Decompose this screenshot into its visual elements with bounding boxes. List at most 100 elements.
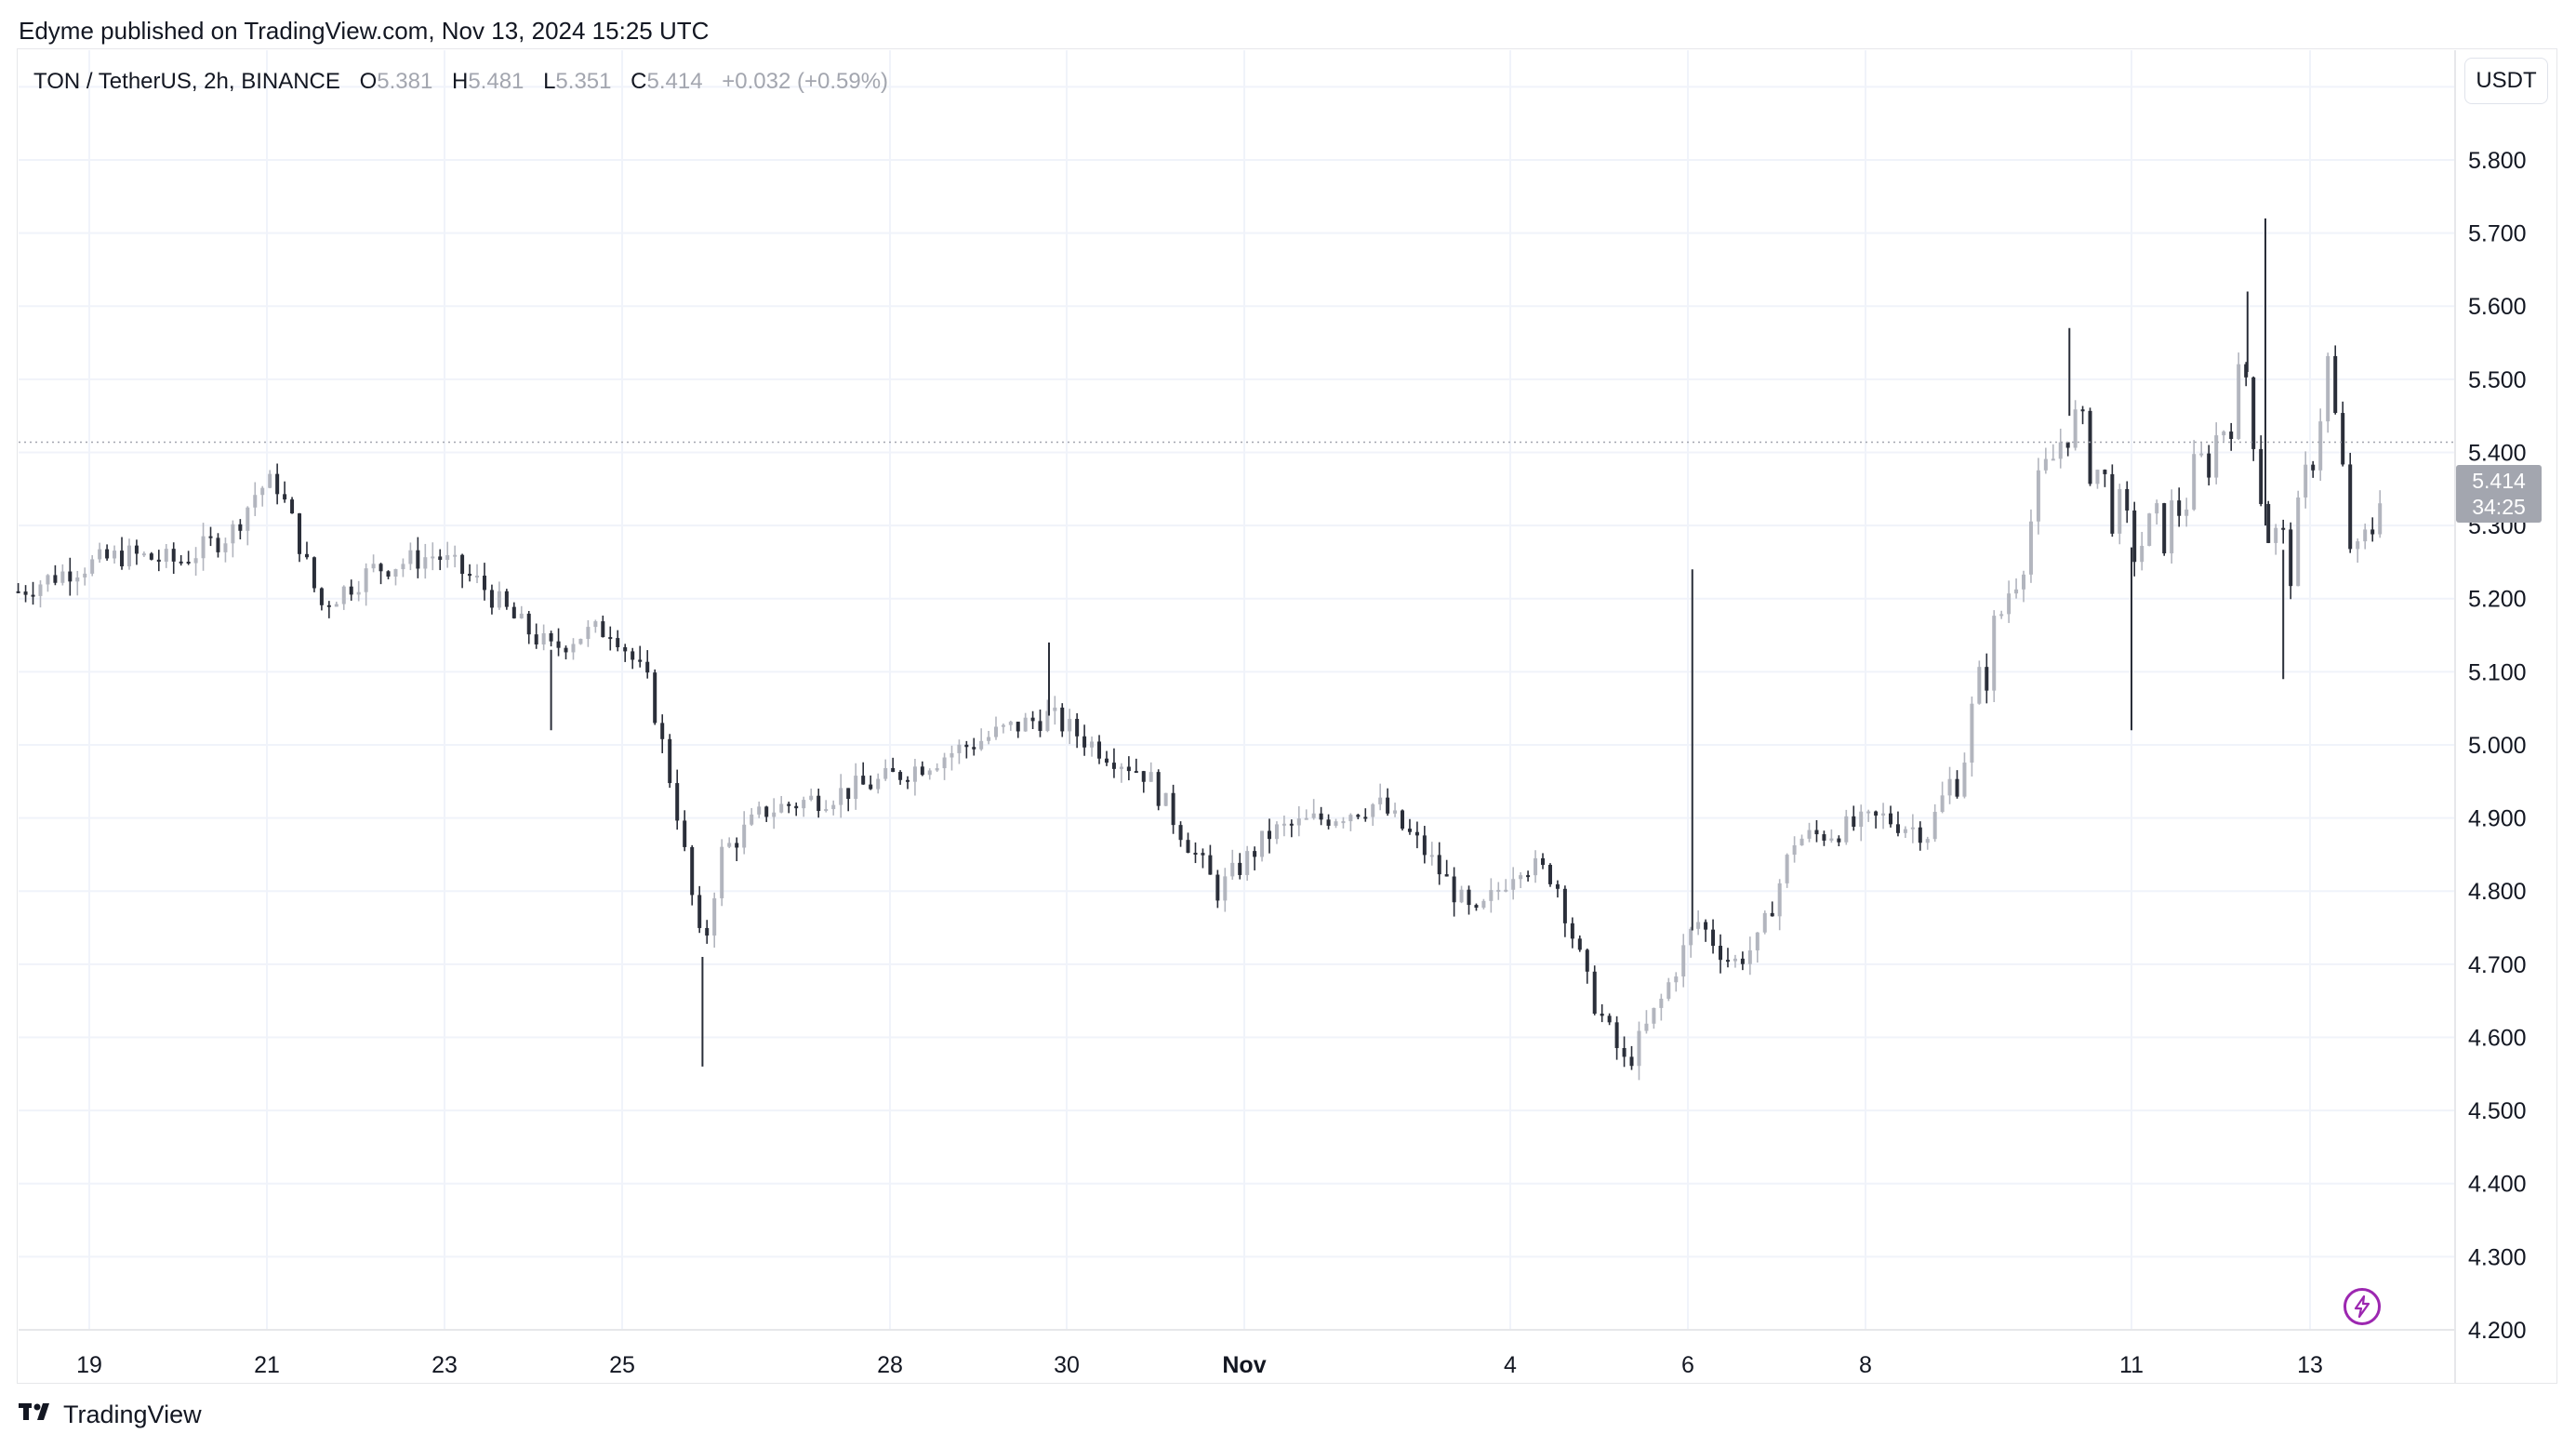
candle-body xyxy=(1319,813,1323,820)
candle-body xyxy=(1141,771,1146,782)
candle-body xyxy=(891,767,896,773)
candle-body xyxy=(1725,960,1730,962)
candle-body xyxy=(1386,797,1390,814)
close-value: 5.414 xyxy=(646,69,703,94)
candle-body xyxy=(504,591,509,607)
candle-body xyxy=(1511,879,1516,890)
candle-body xyxy=(2155,503,2159,514)
candle-body xyxy=(453,554,458,557)
candle-body xyxy=(1201,853,1205,856)
candle-body xyxy=(861,776,866,785)
tradingview-brand[interactable]: TradingView xyxy=(19,1401,202,1429)
candle-body xyxy=(416,550,420,569)
candle-body xyxy=(2147,513,2152,546)
candle-body xyxy=(705,927,710,936)
candle-body xyxy=(2199,453,2204,456)
candle-body xyxy=(1356,815,1361,817)
candle-body xyxy=(1126,766,1131,772)
candle-body xyxy=(283,494,287,500)
change-value: +0.032 (+0.59%) xyxy=(722,69,889,94)
candle-body xyxy=(1407,829,1412,832)
candle-body xyxy=(1245,851,1250,875)
candle-body xyxy=(1459,889,1464,903)
candle-body xyxy=(802,800,806,809)
candle-body xyxy=(1777,883,1782,917)
lightning-bolt-icon[interactable] xyxy=(2344,1288,2381,1325)
candle-body xyxy=(1592,971,1597,1015)
candle-body xyxy=(1977,667,1982,704)
candle-body xyxy=(1541,857,1546,866)
candle-body xyxy=(298,513,302,554)
candle-body xyxy=(831,804,836,810)
candle-body xyxy=(1097,741,1102,759)
candle-body xyxy=(1652,1007,1656,1024)
close-label: C xyxy=(631,69,647,94)
candle-body xyxy=(460,554,465,575)
candle-body xyxy=(1814,830,1819,835)
candle-body xyxy=(238,524,243,531)
candle-body xyxy=(1260,830,1265,857)
currency-button[interactable]: USDT xyxy=(2464,58,2548,104)
candle-body xyxy=(1371,803,1375,817)
candle-body xyxy=(156,559,161,562)
x-tick-label: 13 xyxy=(2297,1352,2323,1378)
candle-body xyxy=(1134,771,1138,774)
candle-body xyxy=(1378,797,1383,804)
bar-countdown: 34:25 xyxy=(2472,495,2526,519)
candle-body xyxy=(638,659,643,662)
x-tick-label: 8 xyxy=(1859,1352,1872,1378)
candle-body xyxy=(1238,862,1242,875)
candle-body xyxy=(1289,823,1294,826)
candle-body xyxy=(120,551,125,566)
candle-body xyxy=(727,843,732,847)
candle-body xyxy=(75,577,80,582)
candles xyxy=(16,218,2455,1081)
candle-body xyxy=(1253,851,1257,857)
candle-body xyxy=(519,613,524,618)
symbol-label[interactable]: TON / TetherUS, 2h, BINANCE xyxy=(33,69,340,94)
candle-body xyxy=(1268,830,1272,840)
candle-body xyxy=(2318,421,2323,471)
candle-body xyxy=(608,637,613,640)
candle-body xyxy=(1363,816,1368,819)
x-tick-label: 19 xyxy=(76,1352,102,1378)
candle-body xyxy=(1733,958,1737,962)
y-tick-label: 4.400 xyxy=(2468,1172,2527,1198)
candle-body xyxy=(1903,829,1907,833)
candle-body xyxy=(2028,521,2033,575)
x-tick-label: 25 xyxy=(609,1352,635,1378)
candle-body xyxy=(824,809,829,812)
brand-name: TradingView xyxy=(63,1401,202,1428)
x-tick-label: 23 xyxy=(432,1352,458,1378)
candle-body xyxy=(912,766,917,782)
candle-body xyxy=(578,639,583,644)
candle-body xyxy=(1622,1048,1627,1057)
candle-body xyxy=(334,604,339,607)
candle-body xyxy=(46,575,50,585)
candle-body xyxy=(1008,722,1013,725)
candle-body xyxy=(371,564,376,569)
candle-body xyxy=(764,806,769,817)
candle-body xyxy=(1585,949,1589,972)
chart-legend: TON / TetherUS, 2h, BINANCE O5.381 H5.48… xyxy=(33,69,888,95)
candle-body xyxy=(949,752,954,758)
candle-body xyxy=(1644,1023,1649,1031)
candle-body xyxy=(341,586,346,604)
candle-body xyxy=(601,621,605,638)
candle-body xyxy=(1696,922,1701,929)
candle-body xyxy=(854,776,858,800)
candle-body xyxy=(68,571,73,582)
candle-body xyxy=(1178,825,1183,841)
candle-body xyxy=(1711,929,1716,947)
candle-body xyxy=(1334,821,1338,826)
candle-body xyxy=(275,473,280,495)
candle-body xyxy=(1111,763,1116,769)
candle-body xyxy=(1444,874,1449,877)
candle-body xyxy=(1437,855,1441,875)
candle-body xyxy=(1474,905,1479,909)
candle-body xyxy=(1947,778,1952,796)
candle-body xyxy=(1822,834,1826,841)
candle-body xyxy=(511,606,516,618)
candle-body xyxy=(1504,889,1508,892)
